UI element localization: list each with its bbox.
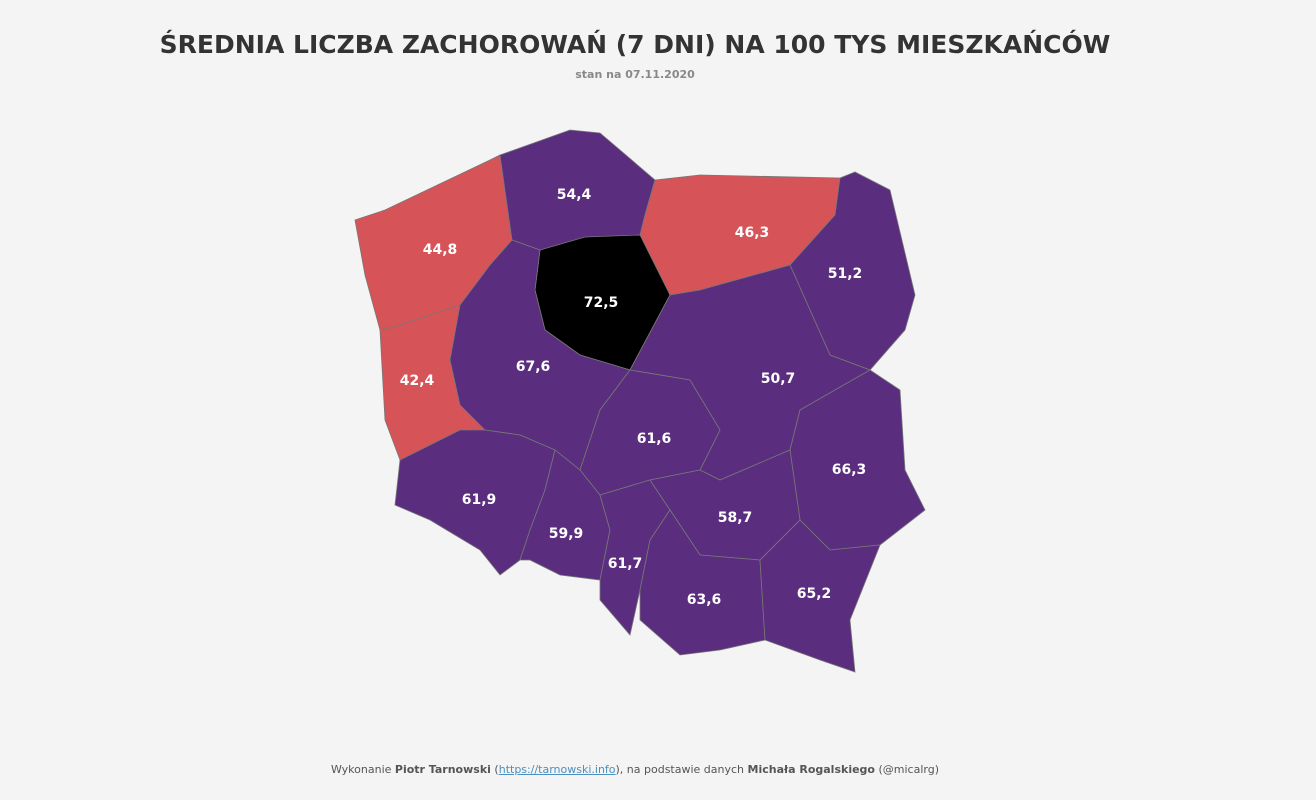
region-value: 59,9 <box>549 526 584 542</box>
region-value: 51,2 <box>828 266 863 282</box>
region-value: 61,7 <box>608 556 643 572</box>
region-value: 61,6 <box>637 431 672 447</box>
title: ŚREDNIA LICZBA ZACHOROWAŃ (7 DNI) NA 100… <box>159 30 1111 59</box>
footer-text: (@micalrg) <box>874 763 939 776</box>
footer-text: ( <box>490 763 499 776</box>
footer-text: ), na podstawie danych <box>615 763 748 776</box>
region-value: 67,6 <box>516 359 551 375</box>
region[interactable] <box>789 171 916 371</box>
region-value: 46,3 <box>735 225 770 241</box>
region-value: 54,4 <box>557 187 592 203</box>
region-value: 61,9 <box>462 492 497 508</box>
region-value: 44,8 <box>423 242 458 258</box>
region-value: 65,2 <box>797 586 832 602</box>
footer-text: Wykonanie <box>330 763 395 776</box>
region[interactable] <box>639 509 766 656</box>
region[interactable] <box>759 519 881 673</box>
region-value: 58,7 <box>718 510 753 526</box>
source: Michała Rogalskiego <box>747 763 875 776</box>
region-value: 72,5 <box>584 295 619 311</box>
region-value: 63,6 <box>687 592 722 608</box>
subtitle: stan na 07.11.2020 <box>575 68 695 81</box>
region[interactable] <box>519 449 611 581</box>
region-value: 66,3 <box>832 462 867 478</box>
region-value: 42,4 <box>400 373 435 389</box>
region-value: 50,7 <box>761 371 796 387</box>
author: Piotr Tarnowski <box>394 763 491 776</box>
footer: Wykonanie Piotr Tarnowski (https://tarno… <box>0 763 1270 776</box>
link[interactable]: https://tarnowski.info <box>498 763 616 776</box>
map: 44,8 54,4 46,3 72,5 51,2 42,4 67,6 50,7 61,6 66,3… <box>354 129 926 673</box>
